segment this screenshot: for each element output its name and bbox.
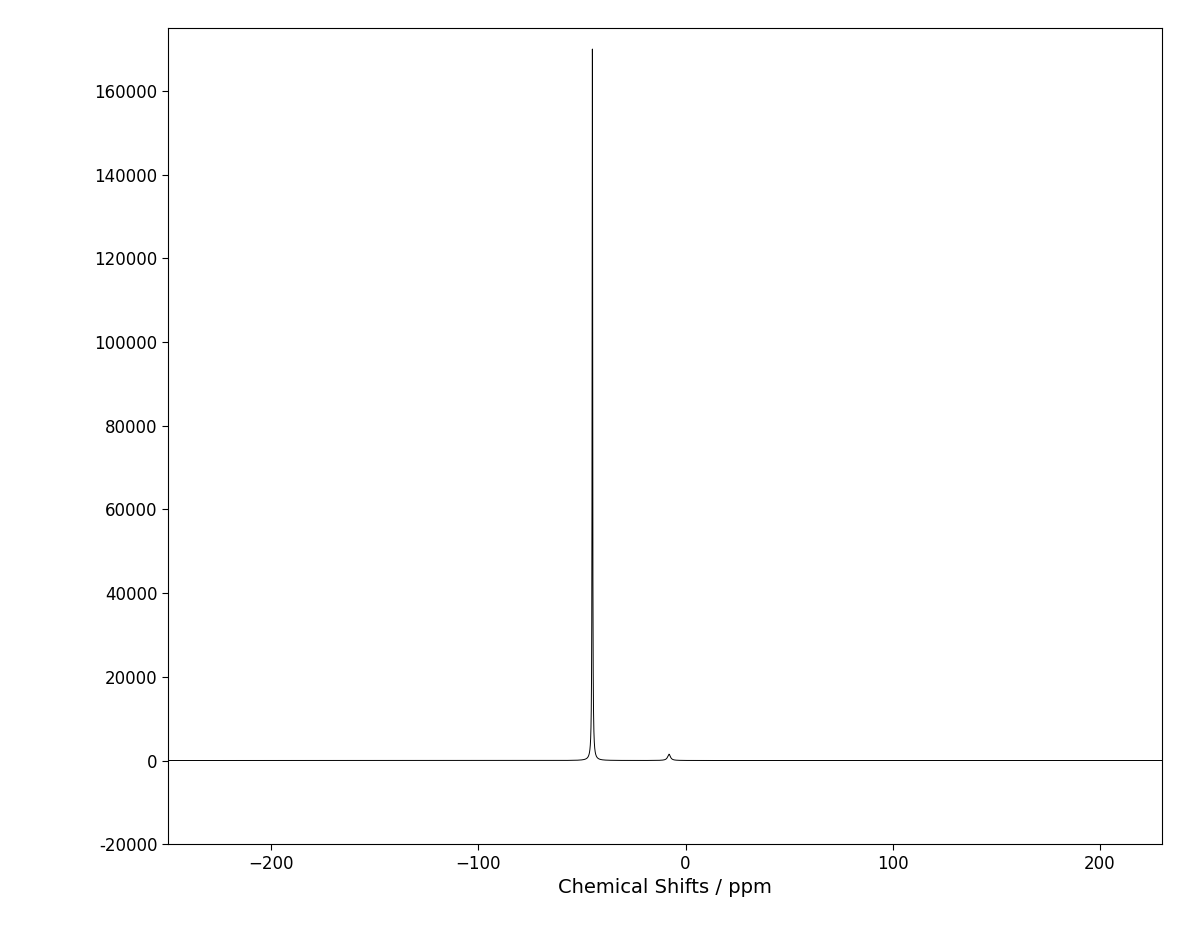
X-axis label: Chemical Shifts / ppm: Chemical Shifts / ppm xyxy=(558,878,772,897)
